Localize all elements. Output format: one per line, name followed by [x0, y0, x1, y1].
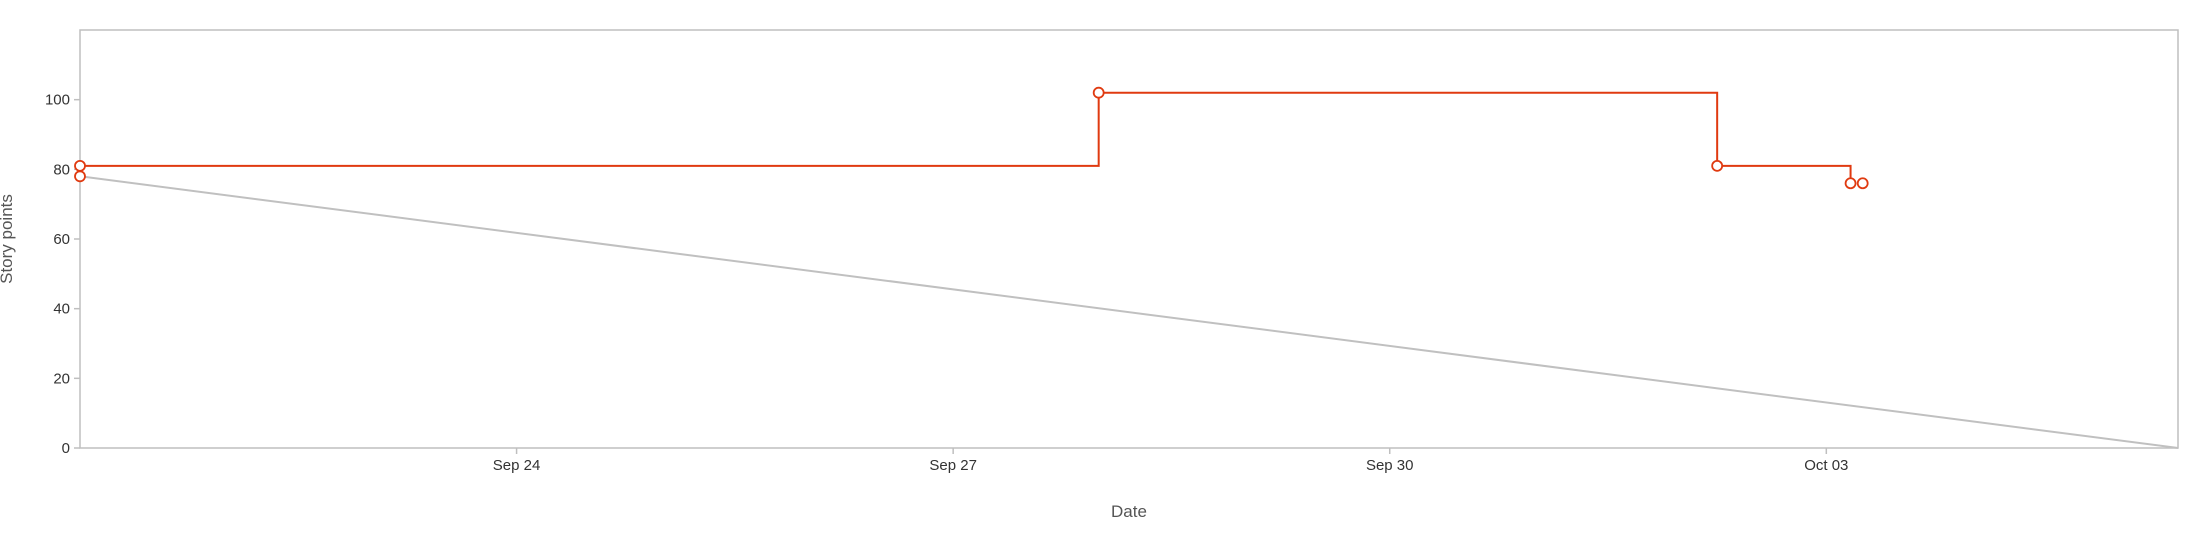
y-tick-label: 0 — [62, 440, 70, 457]
y-axis: 0 20 40 60 80 100 — [45, 92, 80, 457]
y-axis-title: Story points — [0, 194, 16, 284]
x-tick-label: Sep 27 — [929, 457, 977, 474]
actual-data-point — [1711, 159, 1724, 172]
series-layer — [74, 86, 2179, 449]
y-tick-label: 100 — [45, 92, 70, 109]
actual-data-point — [1844, 177, 1857, 190]
y-tick-label: 20 — [53, 370, 70, 387]
y-tick-label: 80 — [53, 161, 70, 178]
ideal-start-point — [74, 170, 86, 183]
actual-data-point — [74, 159, 86, 172]
x-tick-label: Sep 30 — [1366, 457, 1414, 474]
x-tick-label: Sep 24 — [493, 457, 541, 474]
x-tick-label: Oct 03 — [1804, 457, 1848, 474]
actual-data-point — [1856, 177, 1869, 190]
ideal-line — [79, 175, 2179, 449]
x-axis: Sep 24 Sep 27 Sep 30 Oct 03 — [493, 448, 1848, 474]
actual-data-point — [1092, 86, 1105, 99]
y-tick-label: 40 — [53, 301, 70, 318]
y-tick-label: 60 — [53, 231, 70, 248]
actual-step-line — [80, 91, 1852, 184]
x-axis-title: Date — [1111, 502, 1147, 521]
